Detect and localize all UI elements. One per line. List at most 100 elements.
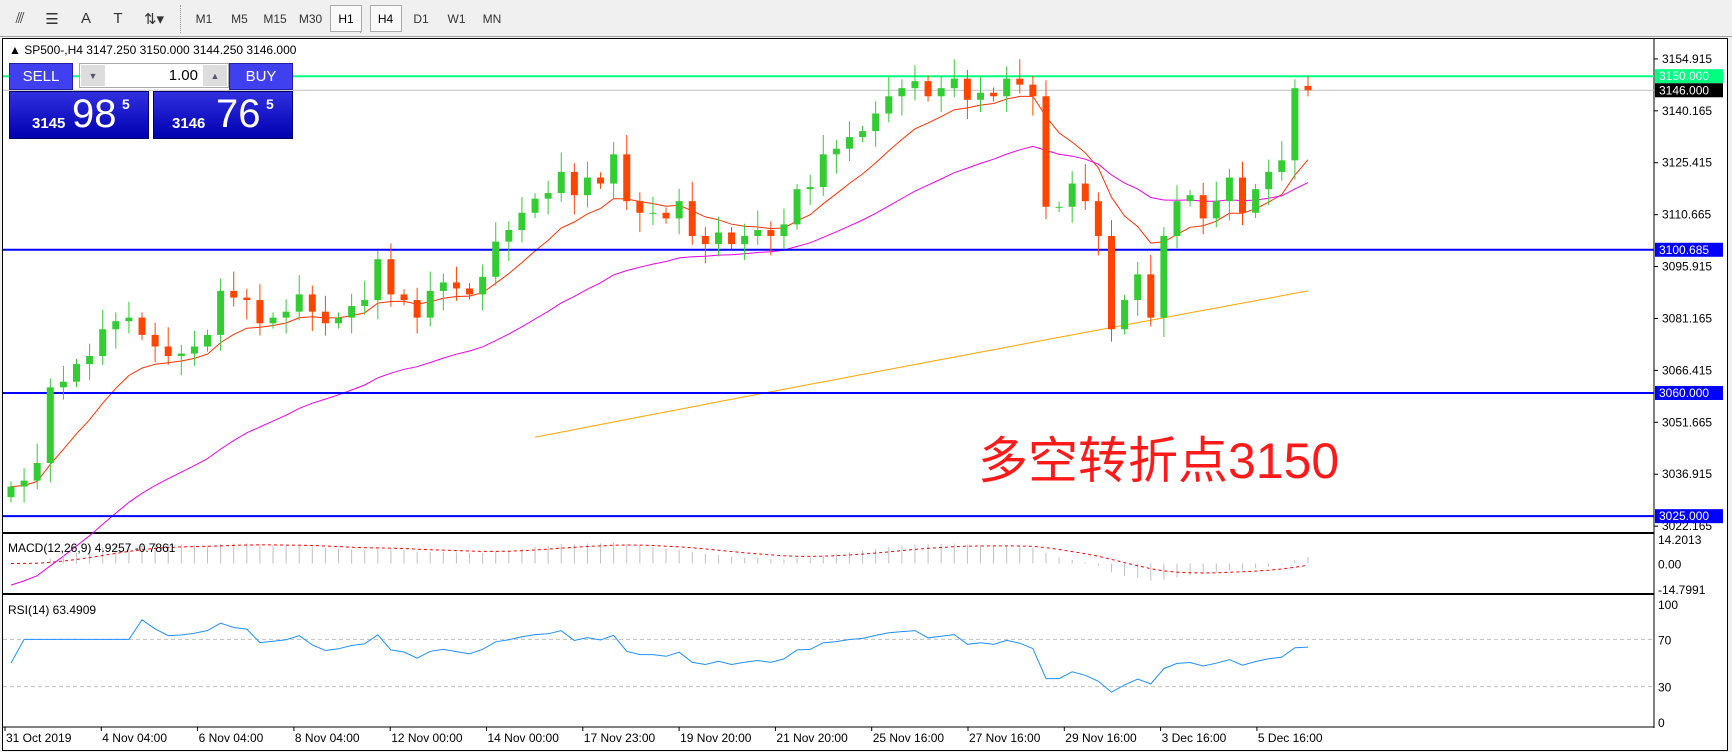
candle-body: [1212, 201, 1220, 219]
price-tick-label: 3110.665: [1662, 208, 1711, 222]
time-tick-label: 4 Nov 04:00: [102, 731, 167, 745]
candle-body: [387, 259, 395, 295]
timeframe-m1[interactable]: M1: [195, 11, 213, 26]
candle-body: [1238, 177, 1246, 213]
ma-slow-line: [534, 290, 1309, 438]
price-tick-label: 3036.915: [1662, 467, 1712, 481]
sell-button[interactable]: SELL: [9, 63, 73, 90]
candle-body: [243, 297, 251, 301]
sell-price-big: 98: [72, 92, 117, 136]
price-tick-label: 3066.415: [1662, 363, 1712, 377]
buy-button[interactable]: BUY: [229, 63, 293, 90]
symbol-ohlc: SP500-,H4 3147.250 3150.000 3144.250 314…: [24, 43, 297, 57]
candle-body: [518, 212, 526, 231]
price-tick-label: 3095.915: [1662, 260, 1712, 274]
rsi-line: [10, 619, 1309, 693]
candle-body: [1304, 85, 1312, 91]
text-tool-icon[interactable]: A: [80, 10, 91, 27]
arrows-tool-icon[interactable]: ⇅▾: [143, 10, 165, 28]
macd-label: MACD(12,26,9) 4.9257 -0.7861: [8, 541, 176, 555]
candle-body: [282, 311, 290, 318]
candle-body: [976, 92, 984, 100]
fibo-fan-icon[interactable]: ⫻: [15, 10, 25, 27]
chart-title: ▲ SP500-,H4 3147.250 3150.000 3144.250 3…: [9, 43, 297, 57]
volume-input[interactable]: 1.00: [168, 67, 198, 84]
timeframe-m5[interactable]: M5: [231, 11, 248, 26]
volume-increase-icon[interactable]: ▲: [203, 65, 227, 86]
candle-body: [361, 300, 369, 307]
ma-mid-line: [10, 145, 1309, 586]
timeframe-w1[interactable]: W1: [447, 11, 466, 26]
candle-body: [701, 235, 709, 245]
volume-stepper[interactable]: ▼ 1.00 ▲: [79, 63, 229, 88]
candle-body: [1199, 195, 1207, 219]
candle-body: [308, 294, 316, 312]
candle-body: [1055, 206, 1063, 208]
candle-body: [793, 189, 801, 225]
candle-body: [1042, 96, 1050, 207]
time-tick-label: 17 Nov 23:00: [584, 731, 656, 745]
candle-body: [1081, 183, 1089, 202]
fibo-lines-icon[interactable]: ☰: [45, 10, 59, 28]
chart-window[interactable]: 3154.915 3140.165 3125.415 3110.665 3095.915…: [2, 38, 1728, 751]
candle-body: [1068, 183, 1076, 207]
volume-decrease-icon[interactable]: ▼: [81, 65, 105, 86]
rsi-axis-label: 70: [1658, 633, 1672, 647]
candle-body: [872, 113, 880, 132]
candle-body: [1291, 88, 1299, 161]
price-tick-label: 3125.415: [1662, 156, 1712, 170]
time-tick-label: 21 Nov 20:00: [776, 731, 848, 745]
candle-body: [190, 346, 198, 354]
time-tick-label: 6 Nov 04:00: [199, 731, 264, 745]
candle-body: [33, 463, 41, 481]
rsi-axis-label: 30: [1658, 681, 1672, 695]
timeframe-h4[interactable]: H4: [369, 5, 402, 32]
candle-body: [138, 317, 146, 335]
candle-body: [859, 131, 867, 138]
time-tick-label: 8 Nov 04:00: [295, 731, 360, 745]
timeframe-m30[interactable]: M30: [298, 11, 323, 26]
candle-body: [112, 321, 120, 330]
buy-price-sup: 5: [266, 96, 274, 112]
timeframe-m15[interactable]: M15: [263, 11, 287, 26]
candle-body: [531, 198, 539, 213]
timeframe-h1[interactable]: H1: [330, 5, 362, 32]
candle-body: [348, 306, 356, 318]
candle-body: [269, 317, 277, 324]
sell-price[interactable]: 3145 98 5: [9, 91, 149, 139]
candle-body: [86, 356, 94, 365]
candle-body: [937, 88, 945, 97]
candle-body: [911, 81, 919, 89]
candle-body: [20, 480, 28, 487]
candle-body: [164, 346, 172, 357]
text-label-icon[interactable]: T: [113, 10, 123, 27]
bid-price-badge: [1655, 83, 1723, 98]
timeframe-mn[interactable]: MN: [482, 11, 502, 26]
candle-body: [728, 232, 736, 245]
chart-canvas[interactable]: 3154.915 3140.165 3125.415 3110.665 3095.915…: [3, 39, 1729, 752]
candle-body: [636, 201, 644, 213]
candle-body: [452, 282, 460, 289]
candle-body: [688, 201, 696, 236]
candle-body: [1265, 171, 1273, 190]
level-price-badge: [1655, 242, 1723, 257]
level-price-badge: [1655, 385, 1723, 400]
price-tick-label: 3081.165: [1662, 311, 1712, 325]
time-tick-label: 27 Nov 16:00: [969, 731, 1041, 745]
candle-body: [1225, 177, 1233, 202]
candle-body: [623, 154, 631, 202]
time-tick-label: 25 Nov 16:00: [873, 731, 945, 745]
candle-body: [544, 193, 552, 199]
candle-body: [7, 486, 15, 498]
timeframe-d1[interactable]: D1: [413, 11, 429, 26]
candle-body: [492, 241, 500, 277]
buy-price[interactable]: 3146 76 5: [153, 91, 293, 139]
candle-body: [1160, 235, 1168, 318]
time-tick-label: 14 Nov 00:00: [488, 731, 560, 745]
candle-body: [1107, 235, 1115, 330]
macd-axis-label: -14.7991: [1658, 583, 1706, 597]
bid-price-label: 3146.000: [1659, 83, 1709, 97]
candle-body: [1003, 78, 1011, 97]
time-tick-label: 5 Dec 16:00: [1258, 731, 1323, 745]
candle-body: [754, 230, 762, 236]
